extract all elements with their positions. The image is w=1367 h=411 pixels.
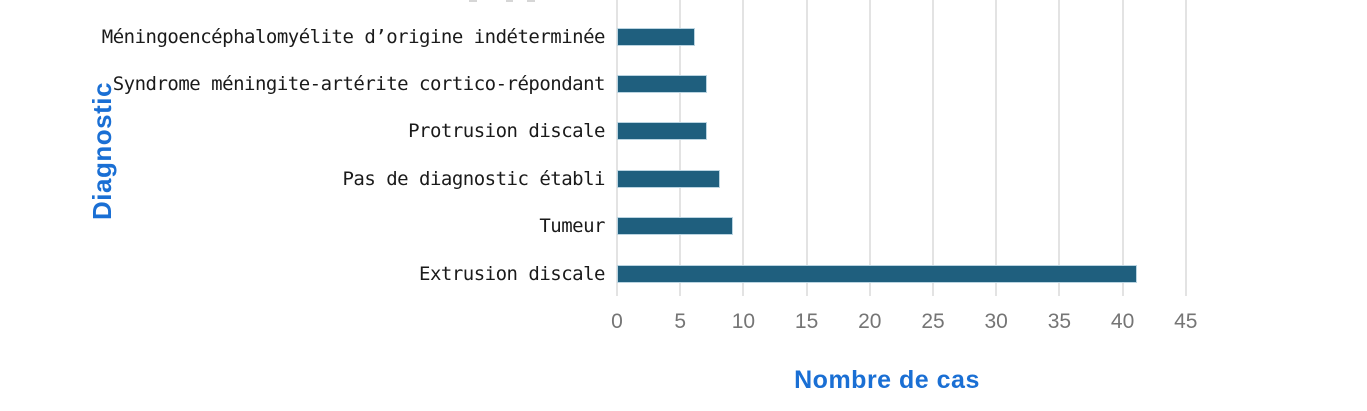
gridline-x-25 xyxy=(932,0,934,296)
gridline-x-45 xyxy=(1184,0,1187,296)
category-label-1: Syndrome méningite-artérite cortico-répo… xyxy=(112,72,606,95)
bar-4 xyxy=(617,217,733,236)
category-label-2: Protrusion discale xyxy=(408,120,605,143)
x-axis-title: Nombre de cas xyxy=(794,366,980,394)
bar-5 xyxy=(617,264,1138,283)
x-tick-label-10: 10 xyxy=(731,310,756,333)
cropped-label-remnant xyxy=(469,0,477,2)
cropped-label-remnant xyxy=(527,0,535,2)
gridline-x-35 xyxy=(1058,0,1061,296)
x-tick-label-25: 25 xyxy=(921,310,945,333)
category-label-3: Pas de diagnostic établi xyxy=(342,167,605,190)
x-tick-label-15: 15 xyxy=(794,310,819,333)
gridline-x-5 xyxy=(679,0,682,296)
category-label-4: Tumeur xyxy=(539,215,605,238)
x-tick-label-20: 20 xyxy=(858,310,882,333)
x-tick-label-5: 5 xyxy=(674,310,687,333)
bar-2 xyxy=(617,122,708,141)
cropped-label-remnant xyxy=(506,0,513,2)
x-tick-label-40: 40 xyxy=(1110,310,1135,333)
x-tick-label-45: 45 xyxy=(1174,310,1198,333)
plot-area xyxy=(616,0,1195,296)
bar-3 xyxy=(617,169,721,188)
gridline-x-20 xyxy=(868,0,871,296)
x-tick-label-35: 35 xyxy=(1047,310,1072,333)
bar-0 xyxy=(617,27,695,46)
gridline-x-15 xyxy=(805,0,808,296)
gridline-x-30 xyxy=(995,0,998,296)
gridline-x-10 xyxy=(742,0,745,296)
bar-1 xyxy=(617,74,708,93)
x-tick-label-30: 30 xyxy=(984,310,1008,333)
category-label-0: Méningoencéphalomyélite d’origine indéte… xyxy=(101,25,606,48)
gridline-x-40 xyxy=(1121,0,1124,296)
x-tick-label-0: 0 xyxy=(611,310,623,333)
category-label-5: Extrusion discale xyxy=(419,262,605,285)
gridline-x-0 xyxy=(616,0,618,296)
